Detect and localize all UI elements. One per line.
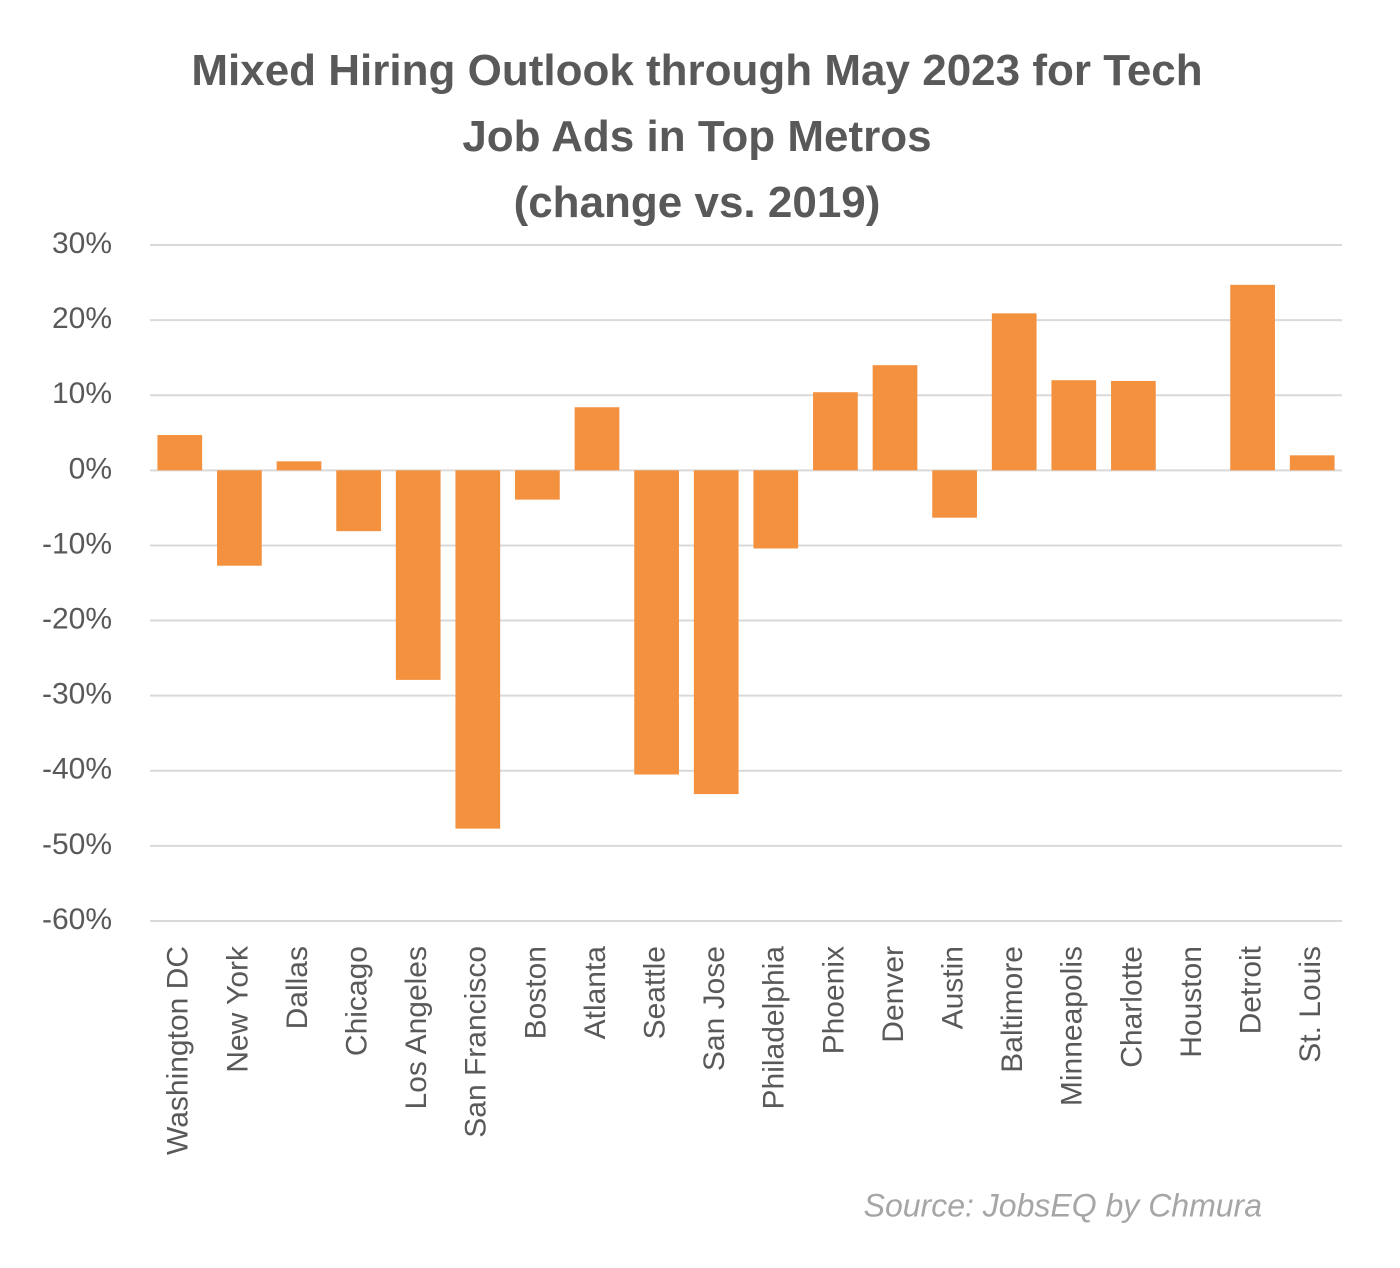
- bar: [455, 470, 501, 829]
- bar: [693, 470, 739, 795]
- y-tick-label: -30%: [42, 678, 112, 711]
- y-tick-label: 10%: [52, 377, 112, 410]
- bar: [991, 313, 1037, 471]
- x-tick-label: Phoenix: [817, 946, 850, 1054]
- x-tick-label: Atlanta: [579, 946, 612, 1040]
- x-tick-label: Washington DC: [162, 946, 195, 1155]
- chart-title: Mixed Hiring Outlook through May 2023 fo…: [191, 46, 1203, 161]
- x-tick-label: Los Angeles: [400, 946, 433, 1109]
- bar: [1051, 380, 1097, 471]
- bar: [1230, 284, 1275, 471]
- bar: [515, 470, 560, 500]
- x-tick-label: Dallas: [281, 946, 314, 1029]
- x-tick-label: Chicago: [341, 946, 374, 1056]
- y-tick-label: -50%: [42, 828, 112, 861]
- bar: [813, 392, 858, 471]
- x-tick-label: Austin: [937, 946, 970, 1029]
- title-block: Mixed Hiring Outlook through May 2023 fo…: [147, 38, 1247, 236]
- x-tick-label: San Jose: [698, 946, 731, 1071]
- bar: [634, 470, 679, 775]
- y-tick-label: 0%: [69, 452, 112, 485]
- bar: [395, 470, 441, 680]
- y-tick-label: -60%: [42, 903, 112, 936]
- y-tick-label: 30%: [52, 227, 112, 260]
- bar: [753, 470, 799, 549]
- x-tick-label: Boston: [519, 946, 552, 1039]
- x-tick-label: Denver: [877, 946, 910, 1043]
- y-tick-label: -20%: [42, 602, 112, 635]
- bar: [1289, 455, 1335, 471]
- bar: [276, 461, 322, 471]
- x-tick-label: Baltimore: [996, 946, 1029, 1073]
- bar: [1111, 380, 1156, 471]
- chart-subtitle: (change vs. 2019): [513, 178, 881, 227]
- bar: [872, 365, 918, 471]
- x-tick-label: Seattle: [639, 946, 672, 1039]
- x-tick-label: St. Louis: [1294, 946, 1327, 1063]
- bar: [336, 470, 381, 532]
- bar: [574, 407, 620, 471]
- x-tick-label: Houston: [1175, 946, 1208, 1058]
- x-tick-label: San Francisco: [460, 946, 493, 1138]
- bar: [157, 435, 203, 471]
- x-tick-label: New York: [221, 945, 254, 1073]
- y-tick-label: -10%: [42, 527, 112, 560]
- x-tick-label: Charlotte: [1115, 946, 1148, 1068]
- y-tick-label: 20%: [52, 302, 112, 335]
- bar: [932, 470, 977, 518]
- x-tick-label: Detroit: [1235, 945, 1268, 1034]
- y-tick-label: -40%: [42, 753, 112, 786]
- source-note: Source: JobsEQ by Chmura: [864, 1187, 1262, 1223]
- bar: [217, 470, 262, 566]
- x-tick-label: Philadelphia: [758, 946, 791, 1110]
- x-tick-label: Minneapolis: [1056, 946, 1089, 1106]
